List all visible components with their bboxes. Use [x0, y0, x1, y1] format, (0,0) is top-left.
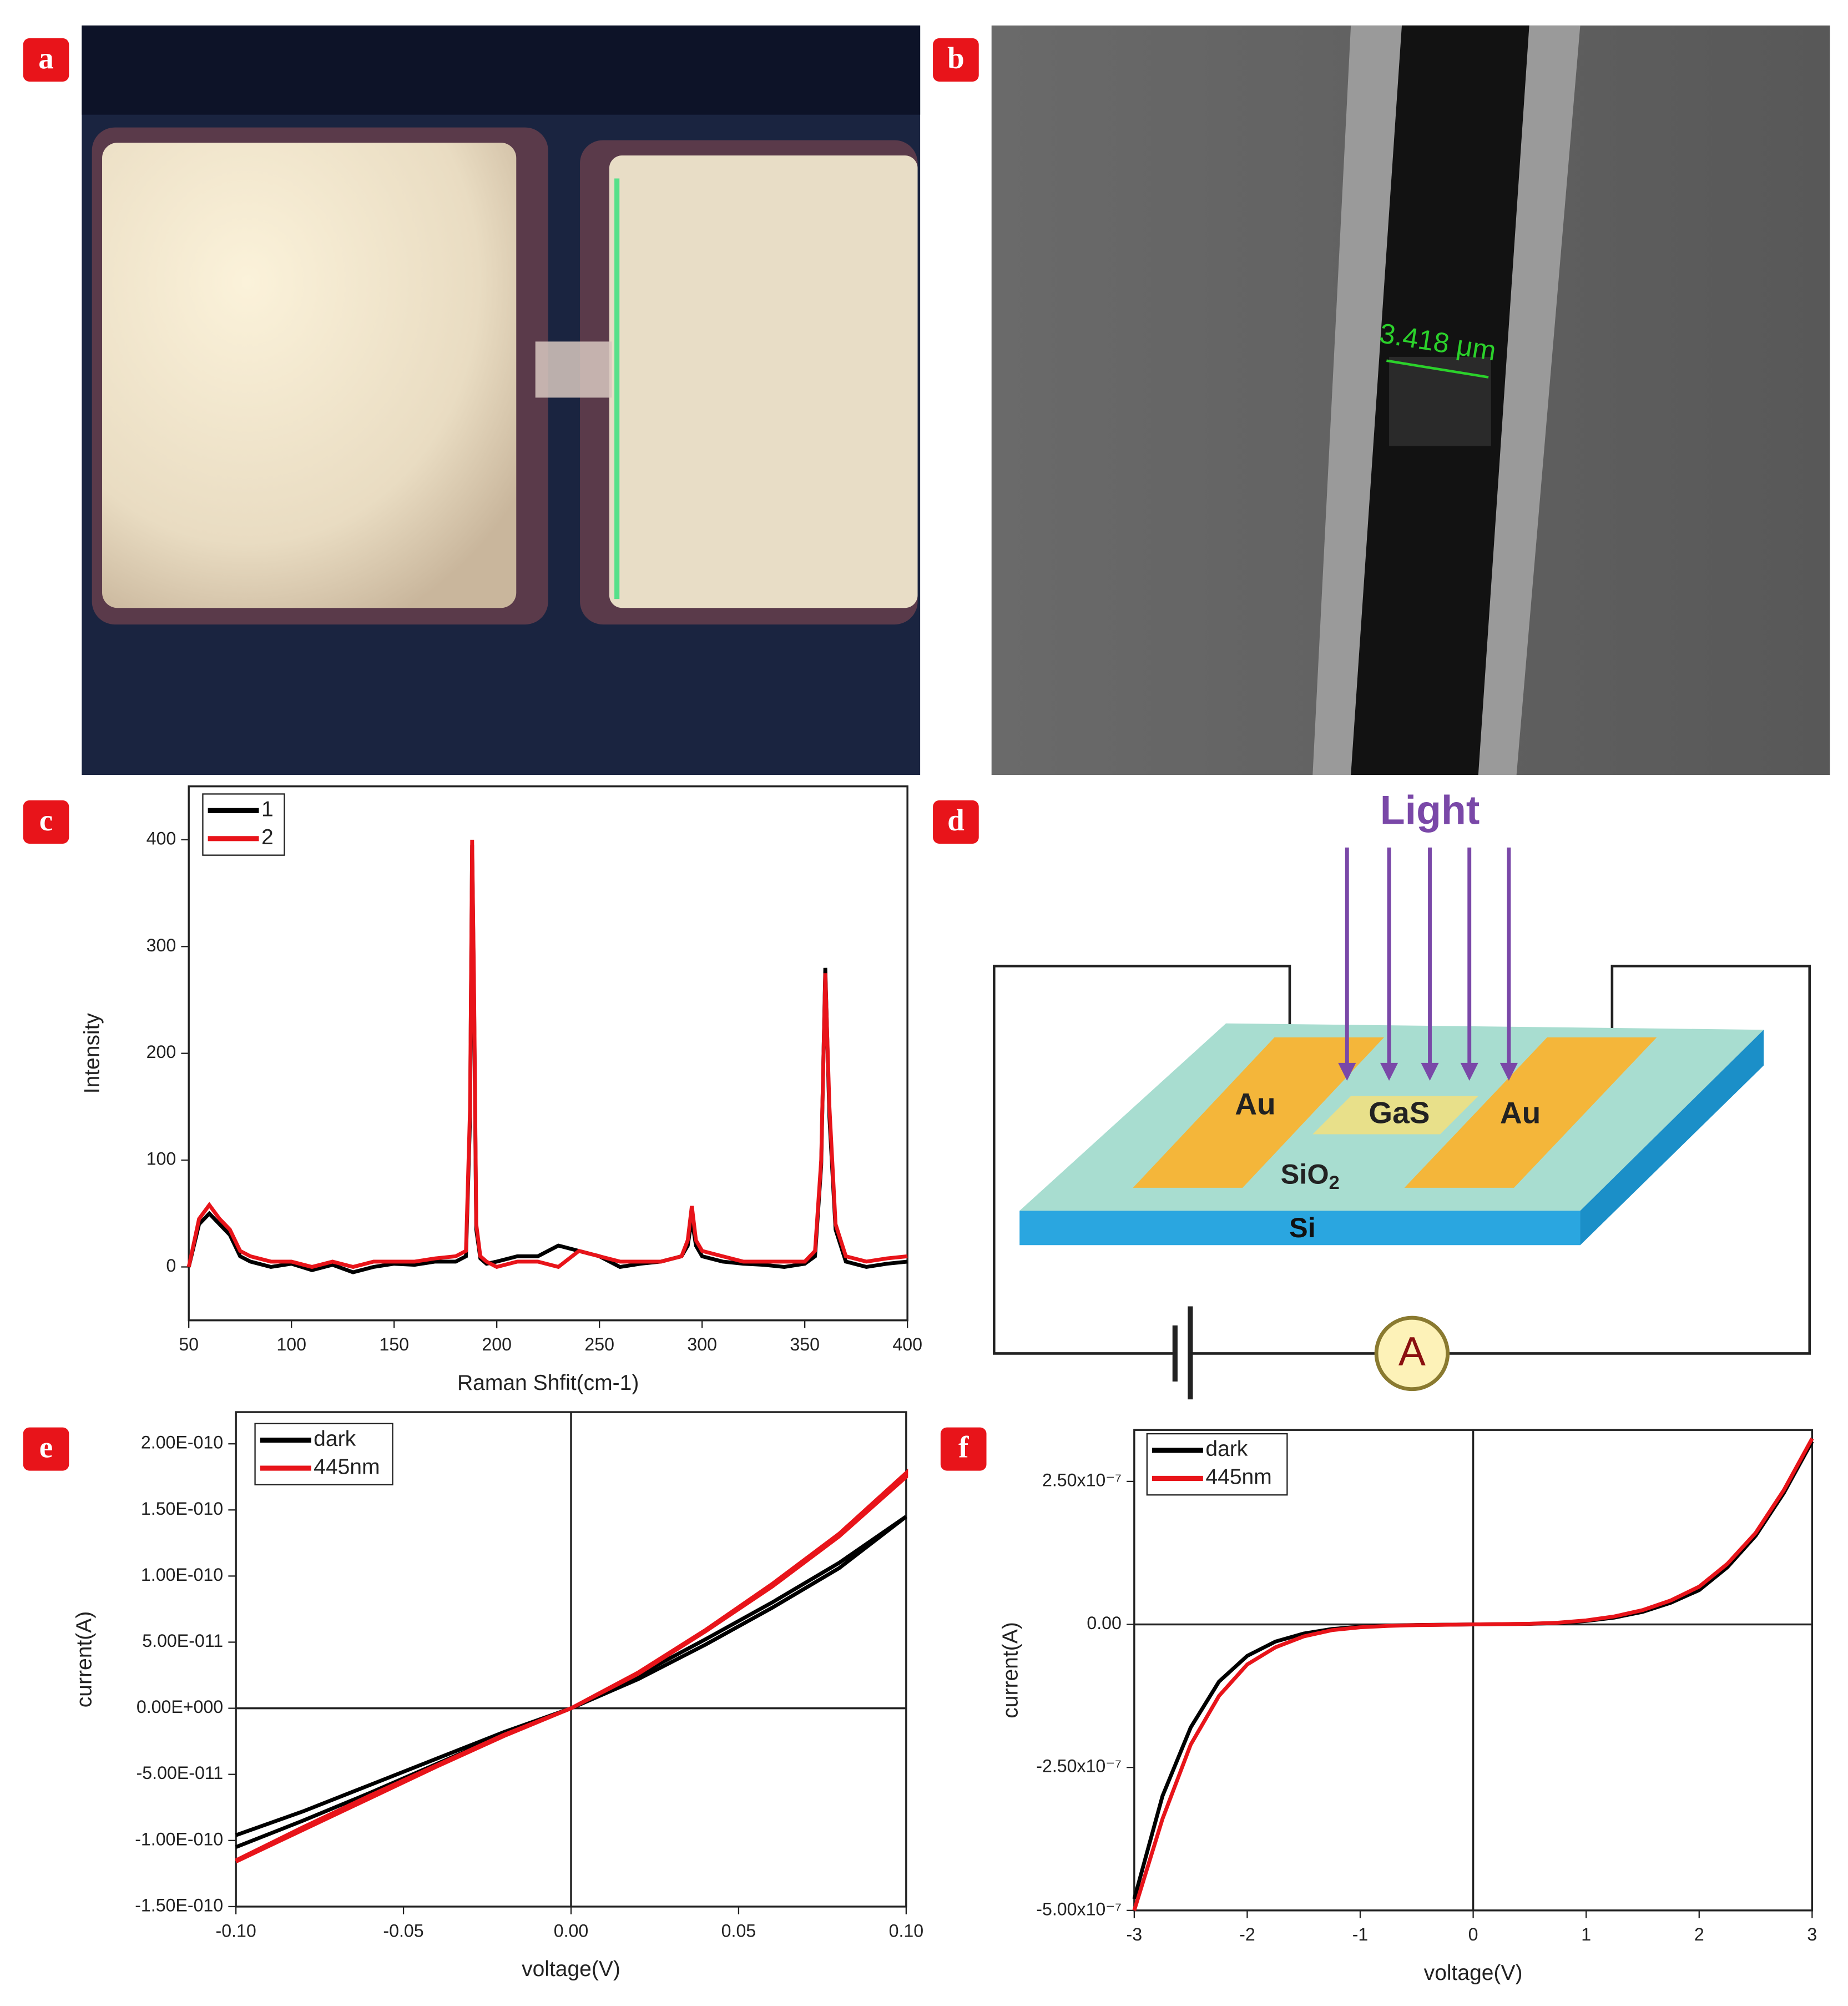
light-label: Light [1380, 787, 1480, 833]
substrate-label: Si [1289, 1212, 1316, 1243]
x-tick-label: 50 [179, 1334, 199, 1354]
legend-label: 445nm [314, 1455, 380, 1479]
x-tick-label: 150 [379, 1334, 409, 1354]
x-tick-label: -0.05 [383, 1921, 423, 1941]
y-tick-label: 1.00E-010 [141, 1565, 223, 1585]
x-tick-label: 100 [276, 1334, 306, 1354]
y-tick-label: 0 [166, 1256, 176, 1276]
legend-box [202, 793, 285, 856]
x-axis-title: Raman Shfit(cm-1) [457, 1371, 639, 1395]
y-tick-label: -2.50x10⁻⁷ [1036, 1756, 1122, 1776]
y-axis-title: current(A) [73, 1611, 97, 1707]
x-tick-label: -3 [1127, 1924, 1143, 1944]
y-tick-label: 400 [147, 828, 176, 848]
legend-label: 445nm [1205, 1465, 1271, 1489]
electrode-label: Au [1235, 1087, 1275, 1121]
x-tick-label: 200 [482, 1334, 512, 1354]
x-tick-label: -2 [1239, 1924, 1255, 1944]
y-tick-label: 200 [147, 1042, 176, 1062]
x-tick-label: 350 [790, 1334, 820, 1354]
panel-label-box [23, 38, 69, 82]
legend-label: 2 [261, 825, 274, 849]
x-tick-label: 0 [1468, 1924, 1478, 1944]
x-tick-label: 0.00 [554, 1921, 589, 1941]
x-tick-label: 2 [1694, 1924, 1704, 1944]
sem-image: 3.418 μm [991, 25, 1830, 775]
panel-label: b [947, 41, 965, 75]
y-tick-label: -1.00E-010 [135, 1829, 223, 1849]
electrode-label: Au [1500, 1096, 1541, 1130]
y-tick-label: -1.50E-010 [135, 1895, 223, 1915]
x-tick-label: -0.10 [216, 1921, 256, 1941]
y-tick-label: 1.50E-010 [141, 1499, 223, 1519]
panel-label: e [39, 1430, 53, 1464]
legend-label: dark [314, 1427, 356, 1451]
x-tick-label: -1 [1352, 1924, 1369, 1944]
y-tick-label: -5.00x10⁻⁷ [1036, 1899, 1122, 1919]
data-line [1132, 1437, 1814, 1911]
x-tick-label: 300 [687, 1334, 717, 1354]
y-tick-label: 100 [147, 1149, 176, 1169]
data-line [186, 839, 908, 1269]
panel-label-box [940, 1427, 987, 1471]
legend-label: dark [1205, 1437, 1248, 1461]
panel-label: f [958, 1430, 969, 1464]
x-tick-label: 3 [1807, 1924, 1817, 1944]
panel-label: c [39, 803, 53, 837]
legend-box [254, 1423, 393, 1486]
x-tick-label: 400 [892, 1334, 922, 1354]
x-tick-label: 250 [584, 1334, 614, 1354]
y-tick-label: 0.00E+000 [137, 1697, 223, 1717]
panel-label-box [23, 1427, 69, 1471]
x-tick-label: 1 [1581, 1924, 1591, 1944]
panel-label-box [933, 800, 979, 844]
y-tick-label: 0.00 [1087, 1613, 1122, 1633]
oxide-label: SiO2 [1281, 1158, 1340, 1194]
y-tick-label: -5.00E-011 [137, 1763, 224, 1783]
y-tick-label: 300 [147, 935, 176, 955]
y-tick-label: 5.00E-011 [142, 1631, 223, 1651]
data-line [235, 1468, 908, 1864]
meter-label: A [1398, 1328, 1426, 1374]
legend-box [1146, 1433, 1288, 1496]
x-tick-label: 0.05 [721, 1921, 756, 1941]
y-tick-label: 2.50x10⁻⁷ [1042, 1470, 1122, 1490]
oxide-subscript: 2 [1329, 1172, 1340, 1193]
x-tick-label: 0.10 [889, 1921, 924, 1941]
device-diagram [992, 847, 1811, 1400]
panel-label-box [23, 800, 69, 844]
oxide-text: SiO [1281, 1158, 1329, 1190]
panel-label: d [947, 803, 965, 837]
panel-label-box [933, 38, 979, 82]
x-axis-title: voltage(V) [1424, 1961, 1523, 1985]
legend-label: 1 [261, 798, 274, 821]
optical-image [82, 25, 921, 775]
x-axis-title: voltage(V) [522, 1957, 620, 1981]
panel-label: a [38, 41, 54, 75]
y-axis-title: current(A) [999, 1622, 1023, 1718]
data-line [186, 845, 908, 1274]
channel-label: GaS [1369, 1096, 1430, 1130]
y-axis-title: Intensity [80, 1013, 104, 1094]
y-tick-label: 2.00E-010 [141, 1433, 223, 1453]
plot-frame [188, 785, 908, 1322]
